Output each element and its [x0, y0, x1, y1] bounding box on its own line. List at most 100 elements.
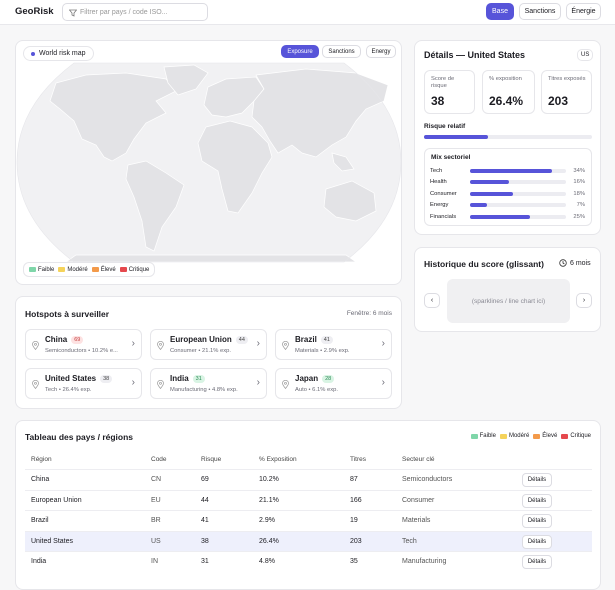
- cell: 31: [201, 558, 209, 565]
- column-header: Code: [151, 456, 167, 463]
- hotspot-head: India 31: [170, 374, 205, 384]
- chevron: ›: [256, 338, 260, 349]
- mode-button[interactable]: Sanctions: [519, 3, 561, 20]
- details-button[interactable]: Détails: [522, 534, 552, 549]
- table-row: China CN 69 10.2% 87 Semiconductors Détails: [25, 469, 592, 489]
- sector-bar: [470, 180, 509, 185]
- hotspot-item[interactable]: Brazil 41 Materials • 2.9% exp. ›: [275, 329, 392, 360]
- table-title: Tableau des pays / régions: [25, 432, 134, 442]
- pin-icon: [282, 341, 289, 350]
- chevron: ›: [381, 338, 385, 349]
- legend-swatch: [470, 433, 478, 439]
- hotspot-score: 38: [100, 375, 113, 384]
- chevron: ›: [131, 377, 135, 388]
- cell: 38: [201, 537, 209, 545]
- table-legend: Faible Modéré Élevé Critique: [467, 433, 591, 439]
- country-code: US: [577, 49, 594, 61]
- table-row: India IN 31 4.8% 35 Manufacturing Détails: [25, 551, 592, 571]
- history-window: 6 mois: [559, 259, 591, 267]
- map-title: World risk map: [39, 50, 86, 57]
- mix-title: Mix sectoriel: [431, 154, 471, 161]
- column-header: Risque: [201, 456, 222, 463]
- history-card: Historique du score (glissant) 6 mois ‹ …: [414, 247, 601, 332]
- map-tab[interactable]: Energy: [366, 45, 396, 58]
- legend-label: Modéré: [508, 433, 530, 439]
- cell: Brazil: [31, 517, 49, 524]
- hotspot-name: European Union: [170, 335, 232, 344]
- details-card: Détails — United States US Score de risq…: [414, 40, 601, 235]
- cell: Consumer: [402, 496, 435, 504]
- cell: BR: [151, 517, 161, 524]
- legend-label: Élevé: [542, 433, 558, 439]
- search-box[interactable]: Filtrer par pays / code ISO...: [62, 3, 208, 21]
- details-button[interactable]: Détails: [522, 473, 552, 487]
- cell: United States: [31, 537, 74, 545]
- chart-placeholder: (sparklines / line chart ici): [447, 279, 570, 323]
- logo: GeoRisk: [15, 6, 54, 17]
- details-button[interactable]: Détails: [522, 514, 552, 528]
- hotspot-name: United States: [45, 374, 97, 383]
- sector-bar: [470, 214, 531, 219]
- world-map: [16, 62, 401, 263]
- next-button[interactable]: ›: [576, 293, 592, 308]
- map-legend: Faible Modéré Élevé Critique: [23, 262, 156, 277]
- cell: China: [31, 476, 50, 483]
- sector-track: [470, 191, 566, 196]
- stat-box: Titres exposés 203: [541, 70, 592, 114]
- sector-value: 18%: [573, 190, 585, 197]
- hotspot-head: China 69: [45, 335, 84, 345]
- chevron: ›: [256, 377, 260, 388]
- legend-label: Faible: [479, 433, 496, 439]
- details-title: Détails — United States: [424, 50, 526, 60]
- cell: 203: [350, 537, 362, 545]
- sector-bar: [470, 191, 514, 196]
- sector-name: Consumer: [430, 190, 457, 197]
- pin-icon: [282, 380, 289, 389]
- details-button[interactable]: Détails: [522, 555, 552, 569]
- sector-track: [470, 203, 566, 208]
- legend-swatch: [119, 267, 127, 272]
- cell: 166: [350, 496, 362, 504]
- sector-name: Health: [430, 179, 447, 186]
- sector-track: [470, 180, 566, 185]
- search-placeholder: Filtrer par pays / code ISO...: [80, 9, 168, 16]
- cell: India: [31, 558, 47, 565]
- hotspots-card: Hotspots à surveiller Fenêtre: 6 mois Ch…: [15, 296, 402, 409]
- mode-button[interactable]: Énergie: [566, 3, 601, 20]
- sector-name: Energy: [430, 202, 449, 209]
- hotspots-window: Fenêtre: 6 mois: [346, 310, 392, 317]
- hotspot-score: 41: [320, 336, 333, 345]
- stat-value: 38: [431, 94, 445, 108]
- filter-icon: [69, 9, 77, 17]
- cell: Manufacturing: [402, 558, 447, 565]
- cell: 69: [201, 476, 209, 483]
- hotspot-sub: Materials • 2.9% exp.: [295, 348, 350, 354]
- hotspot-item[interactable]: India 31 Manufacturing • 4.8% exp. ›: [150, 368, 267, 399]
- column-header: Région: [31, 456, 52, 463]
- cell: 2.9%: [259, 517, 275, 524]
- cell: 10.2%: [259, 476, 279, 483]
- hotspot-name: India: [170, 374, 189, 383]
- hotspot-item[interactable]: European Union 44 Consumer • 21.1% exp. ›: [150, 329, 267, 360]
- hotspot-item[interactable]: Japan 28 Auto • 6.1% exp. ›: [275, 368, 392, 399]
- map-tab[interactable]: Sanctions: [322, 45, 361, 58]
- hotspot-score: 31: [192, 375, 205, 384]
- column-header: % Exposition: [259, 456, 297, 463]
- pin-icon: [157, 380, 164, 389]
- sector-bar: [470, 203, 487, 208]
- hotspot-item[interactable]: United States 38 Tech • 26.4% exp. ›: [25, 368, 142, 399]
- stat-label: % exposition: [489, 76, 522, 82]
- hotspot-score: 69: [71, 336, 84, 345]
- column-header: Titres: [350, 456, 367, 463]
- hotspots-title: Hotspots à surveiller: [25, 309, 110, 319]
- prev-button[interactable]: ‹: [424, 293, 440, 308]
- sector-name: Tech: [430, 168, 443, 174]
- legend-swatch: [499, 433, 507, 439]
- legend-swatch: [91, 267, 99, 272]
- hotspot-score: 28: [322, 375, 335, 384]
- mode-button[interactable]: Base: [486, 3, 514, 20]
- chevron: ›: [381, 377, 385, 388]
- map-tab[interactable]: Exposure: [281, 45, 319, 58]
- hotspot-item[interactable]: China 69 Semiconductors • 10.2% e... ›: [25, 329, 142, 360]
- details-button[interactable]: Détails: [522, 493, 552, 508]
